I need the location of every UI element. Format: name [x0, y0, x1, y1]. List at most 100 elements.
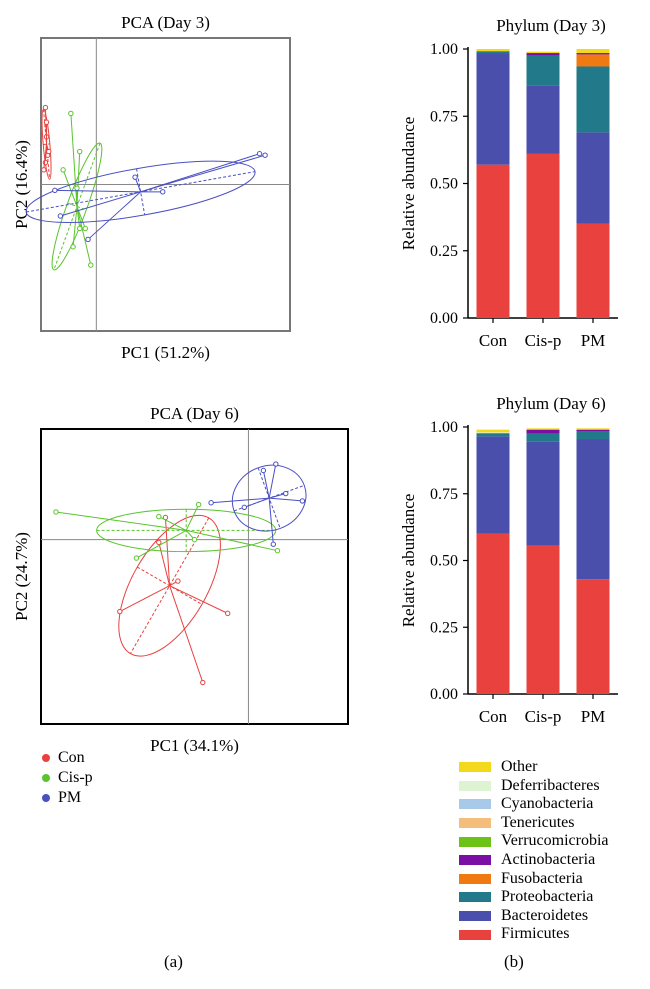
spider-line: [169, 585, 228, 614]
spider-line: [119, 585, 170, 612]
bar-segment-actinobacteria: [526, 53, 560, 56]
legend-swatch: [459, 873, 491, 884]
y-tick-label: 0.75: [430, 108, 458, 125]
bar-segment-firmicutes: [576, 579, 610, 694]
spider-line: [140, 154, 266, 193]
legend-swatch: [459, 836, 491, 847]
data-point: [42, 104, 49, 111]
bar-segment-other: [476, 429, 510, 433]
legend-marker: [42, 774, 50, 782]
data-point: [156, 539, 162, 546]
chart-title: PCA (Day 6): [150, 404, 239, 423]
y-tick-label: 0.00: [430, 310, 458, 327]
data-point: [256, 151, 263, 157]
ellipse-axis-minor: [136, 168, 146, 215]
bar-segment-actinobacteria: [576, 429, 610, 432]
legend-item-firmicutes: Firmicutes: [459, 925, 609, 944]
bar-segment-other: [576, 49, 610, 54]
bar-segment-firmicutes: [526, 153, 560, 318]
phylum-legend: Other Deferribacteres Cyanobacteria Teneric…: [459, 758, 609, 944]
legend-swatch: [459, 892, 491, 903]
data-point: [77, 148, 83, 155]
bar-segment-firmicutes: [476, 533, 510, 694]
data-point: [46, 148, 52, 155]
data-point: [283, 490, 289, 497]
legend-item-proteobacteria: Proteobacteria: [459, 888, 609, 907]
bar-segment-fusobacteria: [576, 54, 610, 67]
x-tick-label: Cis-p: [525, 331, 562, 350]
data-point: [299, 498, 306, 504]
plot-frame: [40, 428, 349, 725]
data-point: [85, 236, 91, 243]
legend-item-other: Other: [459, 758, 609, 777]
phylum-chart-2: Phylum (Day 6) Relative abundance 0.00 0.25…: [399, 394, 618, 726]
legend-label: Con: [58, 749, 85, 766]
bar-segment-proteobacteria: [576, 431, 610, 440]
spider-line: [43, 144, 48, 170]
legend-label: PM: [58, 789, 82, 806]
ellipse-axis-major: [43, 143, 50, 145]
y-axis-label: Relative abundance: [399, 117, 418, 251]
pca-chart-2: PCA (Day 6) PC1 (34.1%) PC2 (24.7%): [12, 404, 349, 755]
chart-title: Phylum (Day 6): [496, 394, 606, 413]
data-point: [77, 225, 83, 232]
y-tick-label: 0.50: [430, 176, 458, 193]
data-point: [41, 167, 47, 173]
data-point: [262, 152, 268, 158]
panel-label-a: (a): [164, 952, 183, 971]
bar-segment-firmicutes: [476, 164, 510, 318]
data-point: [208, 500, 214, 506]
x-axis-label: PC1 (51.2%): [121, 343, 210, 362]
spider-line: [244, 497, 270, 508]
bar-segment-proteobacteria: [476, 433, 510, 437]
legend-marker: [42, 794, 50, 802]
bar-segment-proteobacteria: [526, 55, 560, 86]
data-point: [270, 541, 277, 547]
y-tick-label: 1.00: [430, 419, 458, 436]
data-point: [82, 225, 88, 232]
bar-segment-deferribacteres: [476, 432, 510, 434]
data-point: [70, 244, 76, 250]
y-tick-label: 0.25: [430, 243, 458, 260]
legend-label: Actinobacteria: [501, 850, 596, 868]
series-con: [41, 104, 52, 180]
spider-line: [55, 511, 187, 531]
legend-swatch: [459, 929, 491, 940]
spider-line: [87, 191, 141, 240]
bar-segment-actinobacteria: [526, 429, 560, 434]
data-point: [260, 467, 267, 474]
data-point: [224, 610, 231, 617]
spider-line: [169, 585, 204, 683]
data-point: [42, 159, 49, 166]
legend-label: Cyanobacteria: [501, 795, 594, 813]
bar-segment-proteobacteria: [476, 51, 510, 54]
x-tick-label: PM: [581, 707, 606, 726]
legend-swatch: [459, 762, 491, 773]
pca-chart-1: PCA (Day 3) PC1 (51.2%) PC2 (16.4%): [12, 13, 291, 362]
legend-label: Verrucomicrobia: [501, 832, 609, 850]
bar-segment-other: [476, 49, 510, 52]
legend-swatch: [459, 818, 491, 829]
spider-line: [54, 189, 141, 193]
x-axis-label: PC1 (34.1%): [150, 736, 239, 755]
bar-segment-other: [526, 51, 560, 54]
y-tick-label: 0.25: [430, 619, 458, 636]
series-pm: [208, 461, 307, 547]
data-point: [273, 461, 279, 467]
y-tick-label: 0.75: [430, 486, 458, 503]
legend-item-actinobacteria: Actinobacteria: [459, 851, 609, 870]
legend-label: Fusobacteria: [501, 869, 583, 887]
bar-segment-bacteroidetes: [526, 85, 560, 154]
x-tick-label: PM: [581, 331, 606, 350]
x-tick-label: Con: [479, 331, 508, 350]
y-tick-label: 1.00: [430, 41, 458, 58]
spider-line: [269, 493, 286, 499]
data-point: [200, 679, 206, 686]
spider-line: [269, 497, 303, 502]
bar-segment-actinobacteria: [476, 51, 510, 52]
y-axis-label: PC2 (24.7%): [12, 532, 31, 621]
spider-line: [268, 463, 277, 499]
series-con: [117, 514, 231, 686]
legend-label: Firmicutes: [501, 925, 570, 943]
